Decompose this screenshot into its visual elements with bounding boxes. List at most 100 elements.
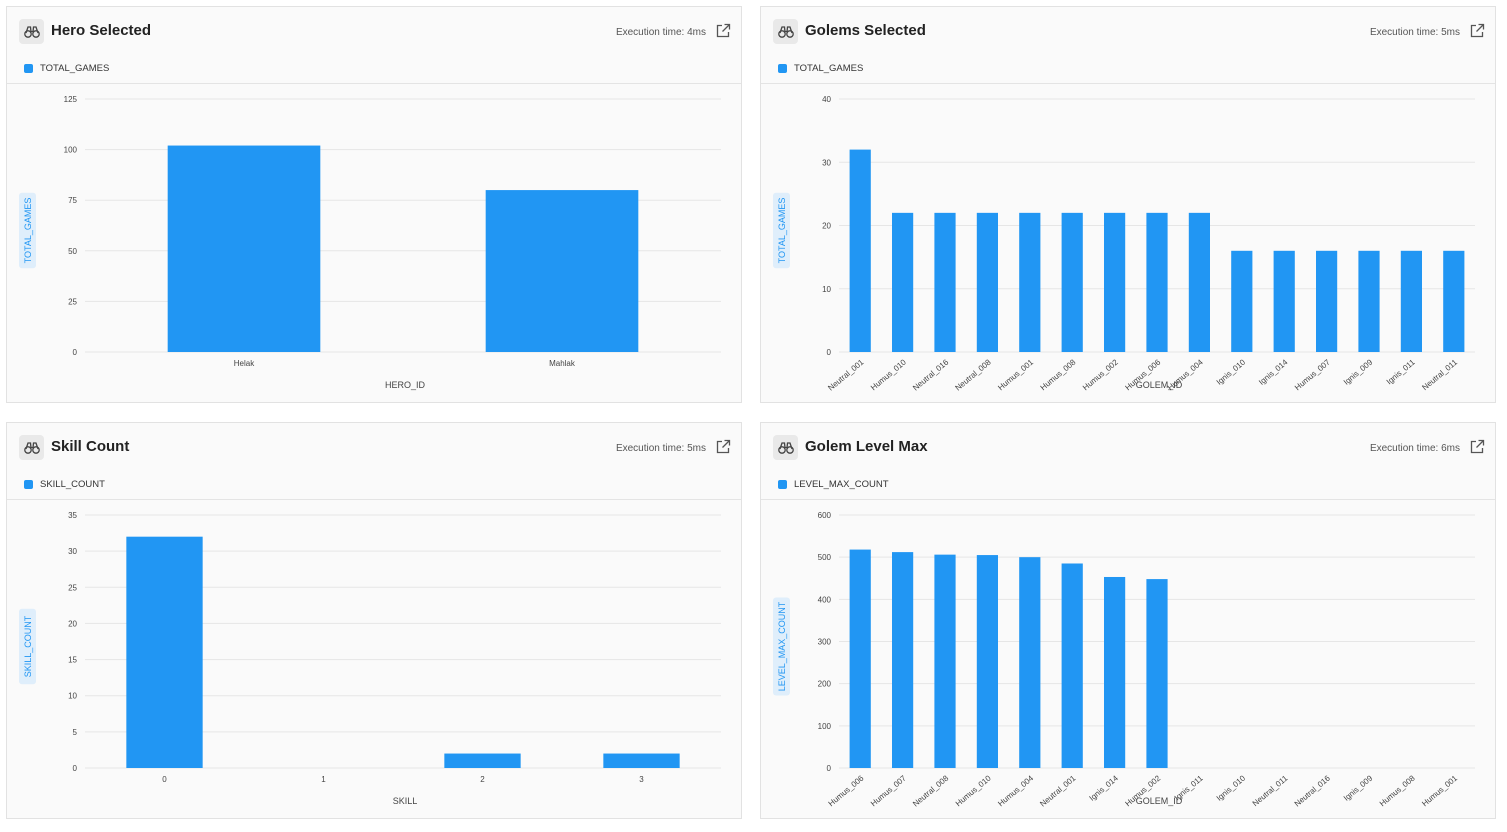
panel-hero-selected: Hero Selected Execution time: 4ms TOTAL_… [6,6,742,403]
legend-label: LEVEL_MAX_COUNT [794,478,889,490]
legend[interactable]: TOTAL_GAMES [24,61,109,75]
bar[interactable] [1316,250,1338,352]
bar[interactable] [1146,212,1168,352]
execution-time: Execution time: 5ms [1369,27,1460,38]
x-tick-label: Humus_007 [1293,357,1332,392]
x-axis-label: GOLEM_ID [1136,380,1183,390]
x-tick-label: Humus_007 [869,773,908,808]
legend-label: TOTAL_GAMES [40,62,110,74]
y-axis-label-bg [773,597,790,696]
y-tick-label: 10 [822,285,831,294]
chart-skill-count: 0 5 10 15 20 25 30 35 SKILL_COUNT 0 1 2 3 SKILL [19,511,721,806]
legend-swatch [778,479,787,489]
external-link-icon[interactable] [1469,23,1485,39]
execution-time: Execution time: 4ms [615,27,706,38]
x-tick-label: Neutral_001 [826,357,866,392]
bar[interactable] [849,549,871,768]
bar[interactable] [849,149,871,352]
y-axis-label-bg [19,192,36,269]
external-link-icon[interactable] [715,23,731,39]
y-axis-label: SKILL_COUNT [23,615,33,677]
bar[interactable] [1104,212,1126,352]
bar[interactable] [1273,250,1295,352]
bar[interactable] [1104,576,1126,768]
legend-swatch [24,479,33,489]
x-tick-label: Humus_004 [996,773,1035,808]
panel-golem-level-max: Golem Level Max Execution time: 6ms LEVE… [760,422,1496,819]
bar[interactable] [1061,563,1083,768]
x-tick-label: Neutral_008 [911,773,951,808]
divider [7,83,741,84]
legend-label: TOTAL_GAMES [794,62,864,74]
legend[interactable]: LEVEL_MAX_COUNT [778,477,889,491]
y-tick-label: 75 [68,196,77,205]
chart-hero-selected: 0 25 50 75 100 125 TOTAL_GAMES Helak Mahlak HERO_… [19,95,721,390]
bar[interactable] [1400,250,1422,352]
x-tick-label: Humus_010 [869,357,908,392]
panel-golems-selected: Golems Selected Execution time: 5ms TOTA… [760,6,1496,403]
y-tick-label: 125 [64,95,78,104]
legend-label: SKILL_COUNT [40,478,105,490]
external-link-icon[interactable] [715,439,731,455]
bar[interactable] [1019,212,1041,352]
x-tick-label: Ignis_014 [1257,357,1290,387]
legend[interactable]: SKILL_COUNT [24,477,105,491]
bar[interactable] [444,753,521,768]
execution-time: Execution time: 5ms [615,443,706,454]
y-axis-label: LEVEL_MAX_COUNT [777,601,787,691]
y-tick-label: 25 [68,297,77,306]
y-tick-label: 0 [827,348,832,357]
bar[interactable] [126,536,203,768]
divider [761,83,1495,84]
bar[interactable] [976,212,998,352]
x-tick-label: Neutral_011 [1420,357,1459,392]
bar[interactable] [976,555,998,768]
x-tick-label: Ignis_009 [1342,357,1375,387]
x-tick-label: Neutral_016 [1293,773,1333,808]
x-tick-label: Neutral_008 [954,357,994,392]
bar[interactable] [485,190,639,352]
panel-header: Golem Level Max Execution time: 6ms [761,423,1495,471]
y-tick-label: 25 [68,583,77,592]
panel-title: Golem Level Max [805,438,928,455]
legend[interactable]: TOTAL_GAMES [778,61,863,75]
x-tick-label: Humus_010 [954,773,993,808]
bar[interactable] [892,212,914,352]
y-tick-label: 30 [822,158,831,167]
y-tick-label: 600 [818,511,832,520]
x-tick-label: Humus_001 [1420,773,1459,808]
x-tick-label: 1 [321,775,326,784]
chart-golem-level-max: 0 100 200 300 400 500 600 LEVEL_MAX_COUNT Humus_… [773,511,1475,809]
panel-header: Skill Count Execution time: 5ms [7,423,741,471]
bar[interactable] [1019,557,1041,768]
bar[interactable] [1231,250,1253,352]
y-axis-label: TOTAL_GAMES [23,198,33,264]
chart-golems-selected: 0 10 20 30 40 TOTAL_GAMES Neutral_001 Humus_010… [773,95,1475,393]
bar[interactable] [1146,579,1168,768]
panel-title: Skill Count [51,438,130,455]
bar[interactable] [934,212,956,352]
y-tick-label: 0 [827,764,832,773]
bar[interactable] [167,145,321,352]
y-tick-label: 0 [73,764,78,773]
binoculars-icon [19,19,44,44]
divider [7,499,741,500]
bar[interactable] [603,753,680,768]
bar[interactable] [1443,250,1465,352]
x-tick-label: Humus_001 [996,357,1035,392]
bar[interactable] [934,554,956,768]
legend-swatch [778,63,787,73]
x-tick-label: Ignis_009 [1342,773,1375,803]
x-tick-label: Mahlak [549,359,576,368]
x-tick-label: Neutral_016 [911,357,951,392]
bar[interactable] [1188,212,1210,352]
y-tick-label: 100 [818,722,832,731]
bar[interactable] [1061,212,1083,352]
y-axis-label: TOTAL_GAMES [777,198,787,264]
bar[interactable] [892,552,914,768]
bar[interactable] [1358,250,1380,352]
x-axis-label: SKILL [393,796,418,806]
y-tick-label: 300 [818,638,832,647]
external-link-icon[interactable] [1469,439,1485,455]
x-tick-label: Humus_002 [1081,357,1120,392]
